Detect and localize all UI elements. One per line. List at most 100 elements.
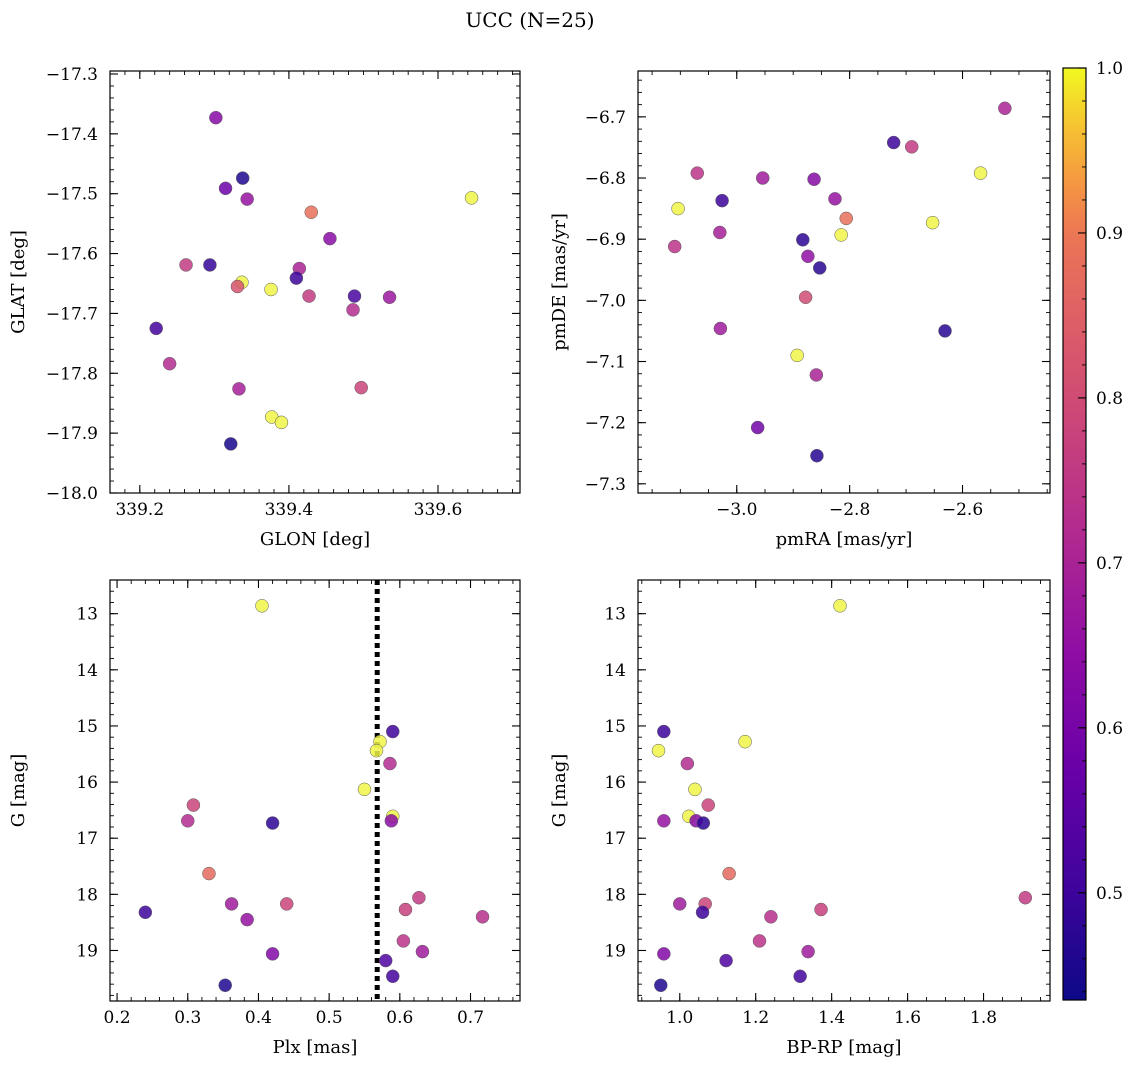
data-point xyxy=(265,816,280,830)
data-point xyxy=(925,215,940,230)
y-tick-label: 17 xyxy=(604,829,626,849)
data-point xyxy=(149,321,163,336)
data-point xyxy=(218,978,232,993)
y-tick-label: −7.2 xyxy=(585,414,626,434)
data-point xyxy=(839,211,854,226)
data-point xyxy=(701,798,715,812)
x-tick-label: 1.4 xyxy=(818,1008,845,1028)
data-point xyxy=(357,782,372,797)
data-point xyxy=(240,912,254,927)
x-axis-label: pmRA [mas/yr] xyxy=(776,529,913,550)
data-point xyxy=(386,969,400,984)
data-point xyxy=(755,171,770,185)
data-point xyxy=(973,166,988,180)
data-point xyxy=(255,599,269,613)
data-point xyxy=(179,258,193,272)
axes-frame xyxy=(109,70,521,494)
data-point xyxy=(304,205,319,220)
y-tick-label: −7.1 xyxy=(585,353,626,373)
scatter-panel-2: −3.0 −2.8 −2.6 −7.3 −7.2 −7.1 −7.0 −6.9 −6.8 −6.7… xyxy=(549,70,1051,550)
x-tick-label: 0.7 xyxy=(457,1008,484,1028)
data-point xyxy=(790,348,804,363)
scatter-panels: 339.2 339.4 339.6 −18.0 −17.9 −17.8 −17.7 −17.6… xyxy=(8,65,1051,1058)
x-tick-label: 339.2 xyxy=(115,500,164,520)
data-point xyxy=(209,110,223,125)
x-tick-label: 1.0 xyxy=(666,1008,693,1028)
x-axis-label: GLON [deg] xyxy=(260,529,370,550)
data-point xyxy=(904,140,919,154)
y-tick-label: 16 xyxy=(76,773,98,793)
data-point xyxy=(680,756,695,771)
x-tick-label: 0.3 xyxy=(174,1008,201,1028)
data-point xyxy=(346,303,360,317)
data-point xyxy=(162,356,177,371)
y-tick-label: 19 xyxy=(604,941,626,961)
x-tick-label: 0.4 xyxy=(245,1008,272,1028)
data-point xyxy=(719,953,733,968)
x-tick-label: 1.8 xyxy=(970,1008,997,1028)
data-point xyxy=(801,249,815,264)
data-point xyxy=(384,814,399,828)
data-point xyxy=(793,969,807,984)
data-point xyxy=(181,814,195,828)
data-point xyxy=(302,289,316,303)
data-point xyxy=(713,225,727,240)
data-point xyxy=(464,191,479,205)
data-point xyxy=(203,258,217,272)
data-point xyxy=(657,947,671,961)
data-point xyxy=(386,724,400,739)
data-point xyxy=(651,743,666,758)
x-tick-label: 339.4 xyxy=(265,500,314,520)
data-point xyxy=(671,201,685,216)
y-tick-label: −17.7 xyxy=(46,304,98,324)
y-tick-label: 15 xyxy=(604,717,626,737)
x-tick-label: −3.0 xyxy=(716,500,757,520)
y-tick-label: 16 xyxy=(604,773,626,793)
y-tick-label: 19 xyxy=(76,941,98,961)
y-tick-label: 15 xyxy=(76,717,98,737)
data-point xyxy=(828,192,842,206)
y-tick-label: 14 xyxy=(604,661,626,681)
y-tick-label: −17.4 xyxy=(46,125,98,145)
y-tick-label: −6.7 xyxy=(585,108,626,128)
x-axis-label: BP-RP [mag] xyxy=(786,1037,901,1058)
y-axis-label: pmDE [mas/yr] xyxy=(549,213,570,351)
data-point xyxy=(382,290,397,305)
data-point xyxy=(1018,890,1033,905)
data-point xyxy=(415,944,430,959)
x-tick-label: 0.5 xyxy=(316,1008,343,1028)
scatter-panel-4: 1.0 1.2 1.4 1.6 1.8 13 14 15 16 17 18 19 BP-RP [mag]… xyxy=(549,579,1051,1058)
data-point xyxy=(667,239,682,254)
data-point xyxy=(673,897,687,911)
x-tick-label: 339.6 xyxy=(414,500,463,520)
colorbar-tick-label: 0.7 xyxy=(1096,554,1123,574)
data-point xyxy=(886,135,901,150)
data-point xyxy=(218,181,233,196)
y-tick-label: 17 xyxy=(76,829,98,849)
data-point xyxy=(798,290,813,305)
y-tick-label: −18.0 xyxy=(46,484,98,504)
data-point xyxy=(657,814,671,828)
data-point xyxy=(810,448,824,463)
data-point xyxy=(715,193,729,208)
data-point xyxy=(279,897,294,911)
data-point xyxy=(289,271,304,285)
data-point xyxy=(274,415,289,430)
data-point xyxy=(323,231,337,246)
y-tick-label: 14 xyxy=(76,661,98,681)
data-point xyxy=(764,910,778,924)
data-point xyxy=(398,902,413,917)
colorbar-tick-label: 1.0 xyxy=(1096,59,1123,79)
x-axis-label: Plx [mas] xyxy=(273,1037,358,1058)
colorbar-highlight xyxy=(1063,68,1086,236)
data-point xyxy=(812,261,827,275)
data-point xyxy=(378,953,393,968)
data-point xyxy=(230,279,245,294)
y-axis-label: G [mag] xyxy=(8,754,29,827)
data-point xyxy=(186,798,201,812)
data-point xyxy=(475,910,490,924)
data-point xyxy=(232,382,246,396)
x-tick-label: 0.6 xyxy=(386,1008,413,1028)
y-axis-label: GLAT [deg] xyxy=(8,230,29,334)
y-tick-label: −7.3 xyxy=(585,475,626,495)
